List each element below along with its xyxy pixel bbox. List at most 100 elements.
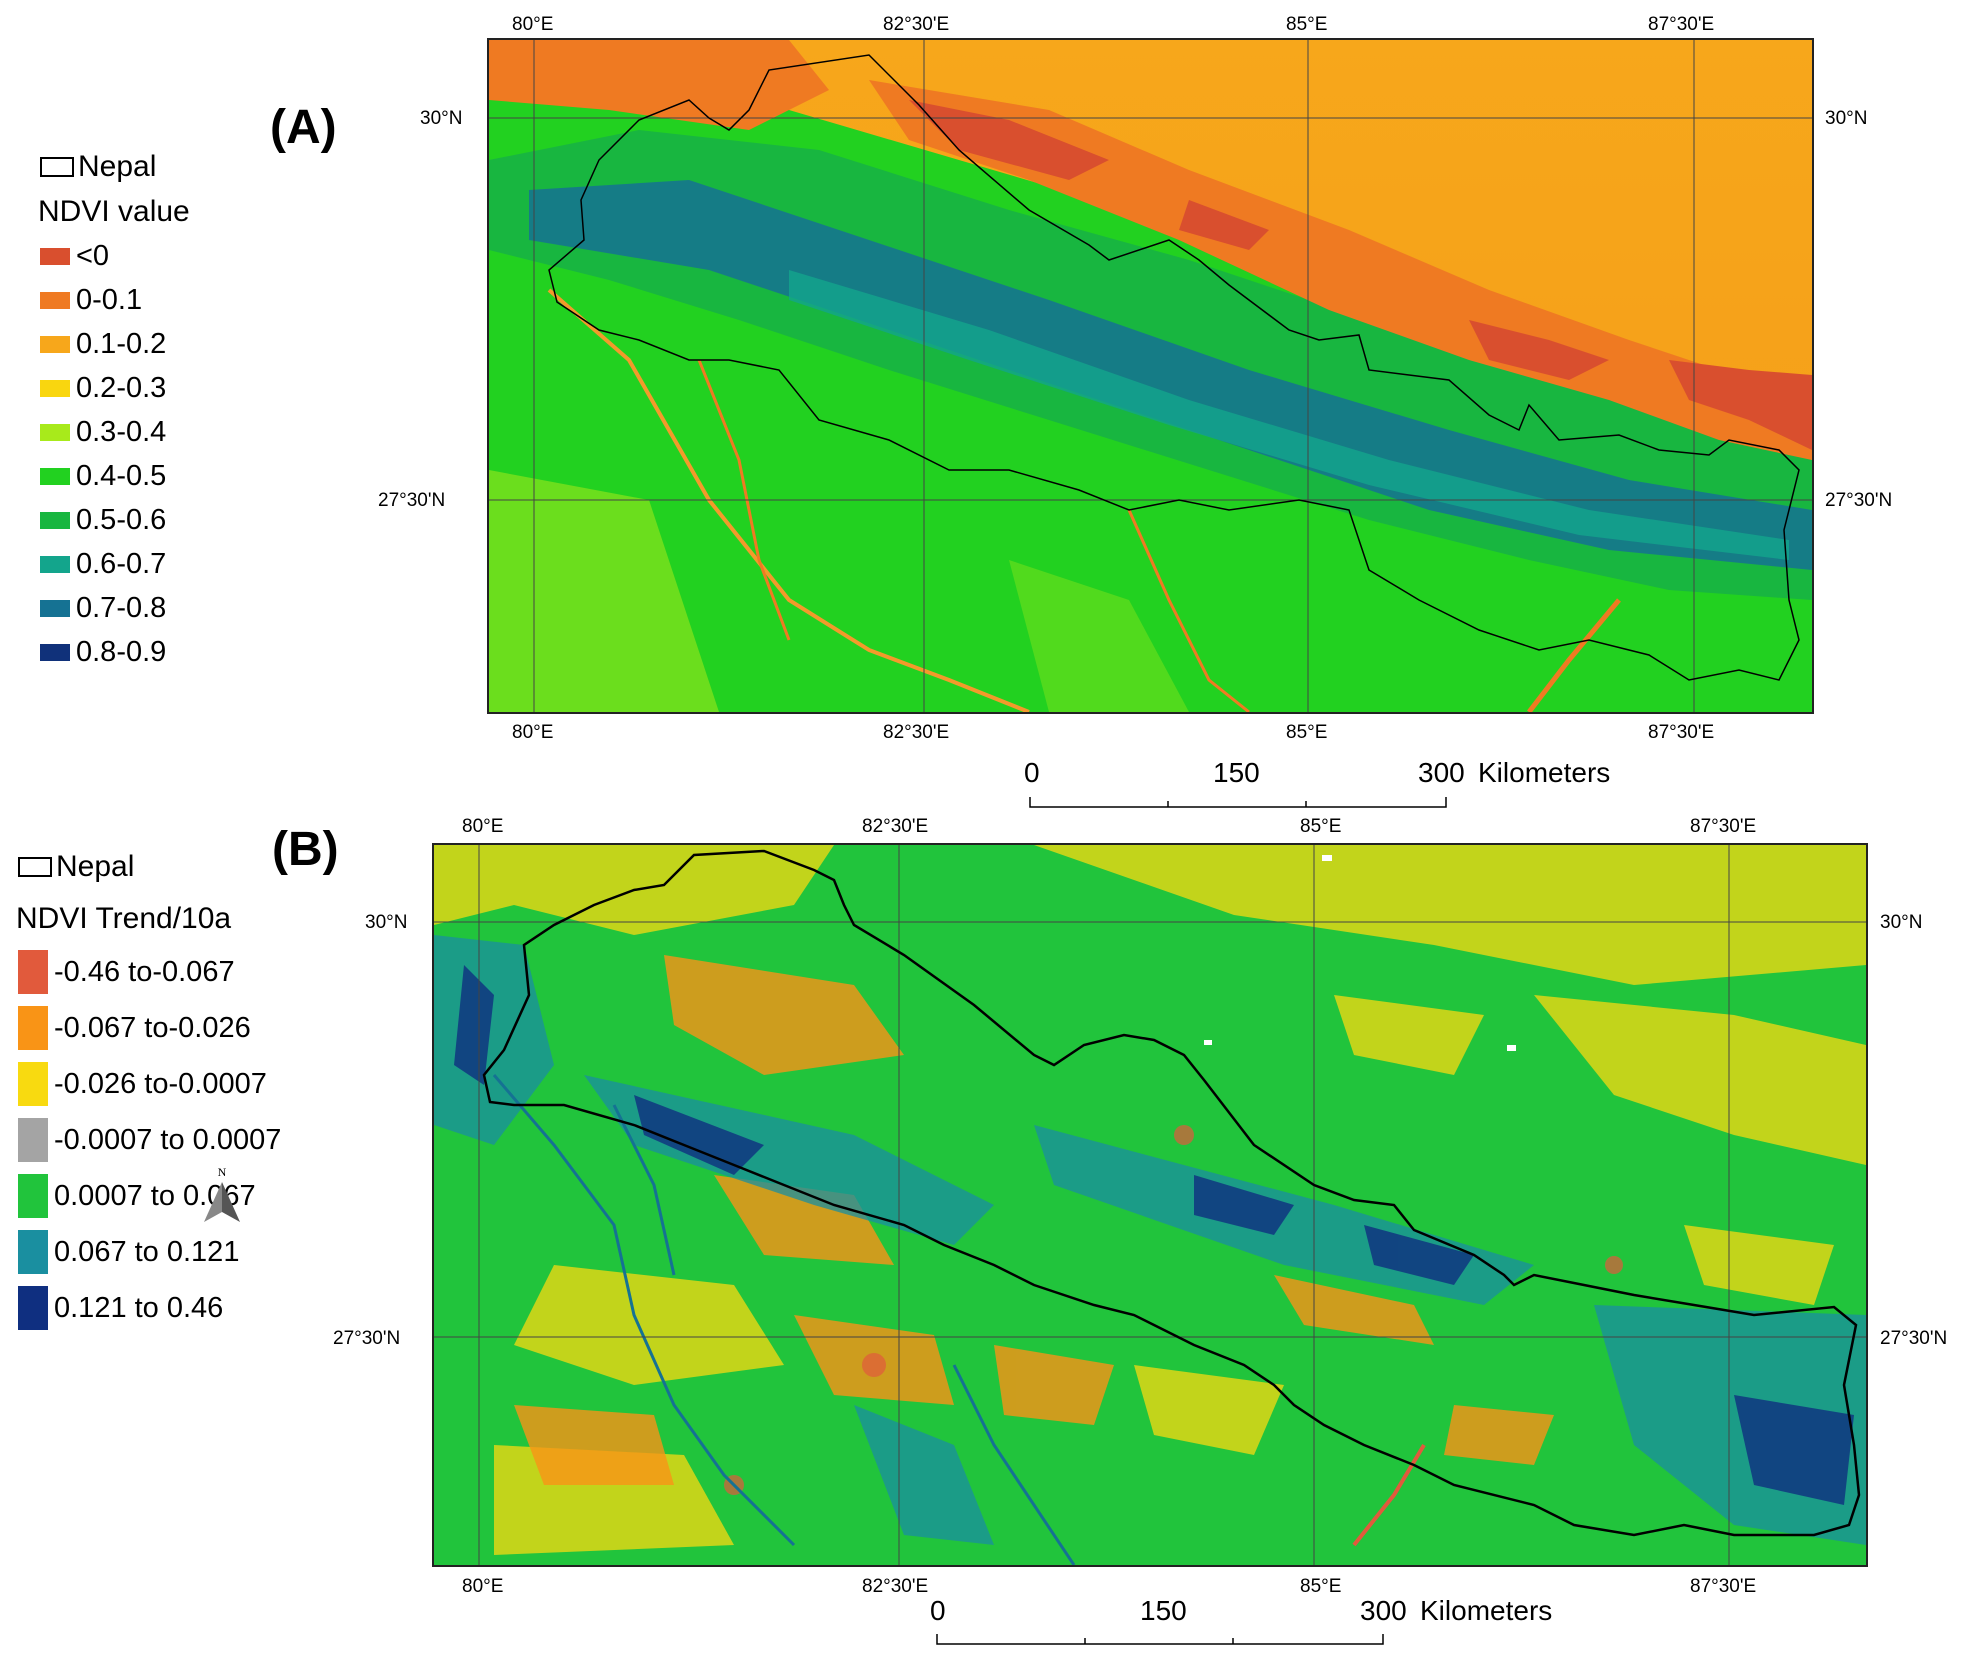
lon-tick-a-bot-4: 87°30'E bbox=[1648, 722, 1715, 743]
lon-tick-b-bot-3: 85°E bbox=[1300, 1576, 1342, 1597]
legend-a-title: NDVI value bbox=[38, 195, 190, 228]
legend-a-item: 0.7-0.8 bbox=[40, 592, 166, 625]
lon-tick-b-bot-4: 87°30'E bbox=[1690, 1576, 1757, 1597]
legend-b-swatch bbox=[18, 1286, 48, 1330]
legend-a-item: 0.6-0.7 bbox=[40, 548, 166, 581]
lon-tick-a-top-3: 85°E bbox=[1286, 14, 1328, 35]
lat-tick-b-left-1: 30°N bbox=[365, 912, 408, 933]
lat-tick-b-right-2: 27°30'N bbox=[1880, 1328, 1948, 1349]
panel-b-label: (B) bbox=[272, 823, 339, 876]
legend-a-swatch bbox=[40, 644, 70, 661]
north-arrow-icon bbox=[204, 1182, 240, 1222]
lon-tick-a-bot-1: 80°E bbox=[512, 722, 554, 743]
legend-b-swatch bbox=[18, 1174, 48, 1218]
legend-a-swatch bbox=[40, 556, 70, 573]
ndvi-value-map bbox=[487, 38, 1814, 714]
legend-a-label: 0.3-0.4 bbox=[76, 416, 167, 448]
legend-a-item: 0.3-0.4 bbox=[40, 416, 166, 449]
legend-b-swatch bbox=[18, 950, 48, 994]
legend-b-label: -0.067 to-0.026 bbox=[54, 1011, 251, 1044]
lon-tick-a-bot-2: 82°30'E bbox=[883, 722, 950, 743]
legend-b-swatch bbox=[18, 1230, 48, 1274]
nepal-boundary-swatch bbox=[40, 157, 74, 177]
ndvi-value-map-svg bbox=[489, 40, 1812, 712]
lon-tick-b-bot-2: 82°30'E bbox=[862, 1576, 929, 1597]
scale-b-tick-300: 300 bbox=[1360, 1595, 1407, 1626]
lon-tick-a-bot-3: 85°E bbox=[1286, 722, 1328, 743]
lon-tick-b-top-4: 87°30'E bbox=[1690, 816, 1757, 837]
nepal-boundary-a bbox=[548, 54, 1800, 681]
legend-a-boundary: Nepal bbox=[40, 150, 156, 184]
legend-a-swatch bbox=[40, 468, 70, 485]
legend-a-label: 0.8-0.9 bbox=[76, 636, 167, 668]
legend-a-item: 0.1-0.2 bbox=[40, 328, 166, 361]
panel-a-label: (A) bbox=[270, 101, 337, 154]
lon-tick-a-top-2: 82°30'E bbox=[883, 14, 950, 35]
lon-tick-a-top-4: 87°30'E bbox=[1648, 14, 1715, 35]
scale-a-unit: Kilometers bbox=[1478, 757, 1611, 788]
lon-tick-b-top-3: 85°E bbox=[1300, 816, 1342, 837]
legend-a-swatch bbox=[40, 336, 70, 353]
legend-a-label: 0.5-0.6 bbox=[76, 504, 167, 536]
legend-a-label: 0.4-0.5 bbox=[76, 460, 167, 492]
graticule-b bbox=[434, 845, 1866, 1565]
legend-a-swatch bbox=[40, 292, 70, 309]
scale-a-tick-300: 300 bbox=[1418, 757, 1465, 788]
legend-b-item: -0.46 to-0.067 bbox=[18, 950, 235, 994]
legend-a-item: 0.8-0.9 bbox=[40, 636, 166, 669]
scale-b-unit: Kilometers bbox=[1420, 1595, 1553, 1626]
lat-tick-a-right-1: 30°N bbox=[1825, 108, 1868, 129]
legend-b-item: -0.0007 to 0.0007 bbox=[18, 1118, 281, 1162]
legend-a-label: 0.6-0.7 bbox=[76, 548, 167, 580]
scale-b-tick-150: 150 bbox=[1140, 1595, 1187, 1626]
legend-b-label: -0.026 to-0.0007 bbox=[54, 1067, 267, 1100]
lon-tick-b-bot-1: 80°E bbox=[462, 1576, 504, 1597]
legend-a-item: <0 bbox=[40, 240, 109, 273]
legend-a-item: 0.4-0.5 bbox=[40, 460, 166, 493]
legend-b-boundary: Nepal bbox=[18, 850, 134, 884]
legend-a-label: 0.7-0.8 bbox=[76, 592, 167, 624]
scale-a-line bbox=[1029, 797, 1447, 808]
north-label: N bbox=[217, 1165, 227, 1179]
legend-a-swatch bbox=[40, 512, 70, 529]
north-arrow: N bbox=[202, 1165, 242, 1224]
legend-b-label: -0.46 to-0.067 bbox=[54, 955, 235, 988]
lon-tick-b-top-2: 82°30'E bbox=[862, 816, 929, 837]
scale-a-tick-0: 0 bbox=[1024, 757, 1040, 788]
ndvi-trend-map bbox=[432, 843, 1868, 1567]
legend-a-swatch bbox=[40, 600, 70, 617]
legend-b-swatch bbox=[18, 1118, 48, 1162]
legend-b-swatch bbox=[18, 1006, 48, 1050]
nepal-boundary-b bbox=[482, 849, 1861, 1537]
legend-b-label: -0.0007 to 0.0007 bbox=[54, 1123, 282, 1156]
legend-b-item: -0.067 to-0.026 bbox=[18, 1006, 251, 1050]
lat-tick-b-left-2: 27°30'N bbox=[333, 1328, 401, 1349]
ndvi-trend-map-svg bbox=[434, 845, 1866, 1565]
scale-b-tick-0: 0 bbox=[930, 1595, 946, 1626]
legend-a-item: 0.2-0.3 bbox=[40, 372, 166, 405]
legend-a-label: 0.2-0.3 bbox=[76, 372, 167, 404]
scale-b-line bbox=[936, 1634, 1384, 1645]
legend-b-title: NDVI Trend/10a bbox=[16, 902, 232, 935]
lat-tick-a-right-2: 27°30'N bbox=[1825, 490, 1893, 511]
legend-a-item: 0-0.1 bbox=[40, 284, 142, 317]
legend-b-boundary-label: Nepal bbox=[56, 850, 135, 883]
lat-tick-a-left-1: 30°N bbox=[420, 108, 463, 129]
legend-a-swatch bbox=[40, 380, 70, 397]
legend-a-label: 0.1-0.2 bbox=[76, 328, 167, 360]
legend-a-item: 0.5-0.6 bbox=[40, 504, 166, 537]
legend-b-label: 0.067 to 0.121 bbox=[54, 1235, 240, 1268]
legend-a-swatch bbox=[40, 248, 70, 265]
legend-b-label: 0.121 to 0.46 bbox=[54, 1291, 224, 1324]
legend-b-item: 0.067 to 0.121 bbox=[18, 1230, 239, 1274]
lat-tick-b-right-1: 30°N bbox=[1880, 912, 1923, 933]
legend-a-label: <0 bbox=[76, 240, 110, 272]
lat-tick-a-left-2: 27°30'N bbox=[378, 490, 446, 511]
legend-a-label: 0-0.1 bbox=[76, 284, 143, 316]
legend-a-swatch bbox=[40, 424, 70, 441]
lon-tick-b-top-1: 80°E bbox=[462, 816, 504, 837]
legend-b-item: 0.121 to 0.46 bbox=[18, 1286, 223, 1330]
legend-a-boundary-label: Nepal bbox=[78, 150, 157, 183]
nepal-boundary-swatch-b bbox=[18, 857, 52, 877]
legend-b-item: -0.026 to-0.0007 bbox=[18, 1062, 267, 1106]
